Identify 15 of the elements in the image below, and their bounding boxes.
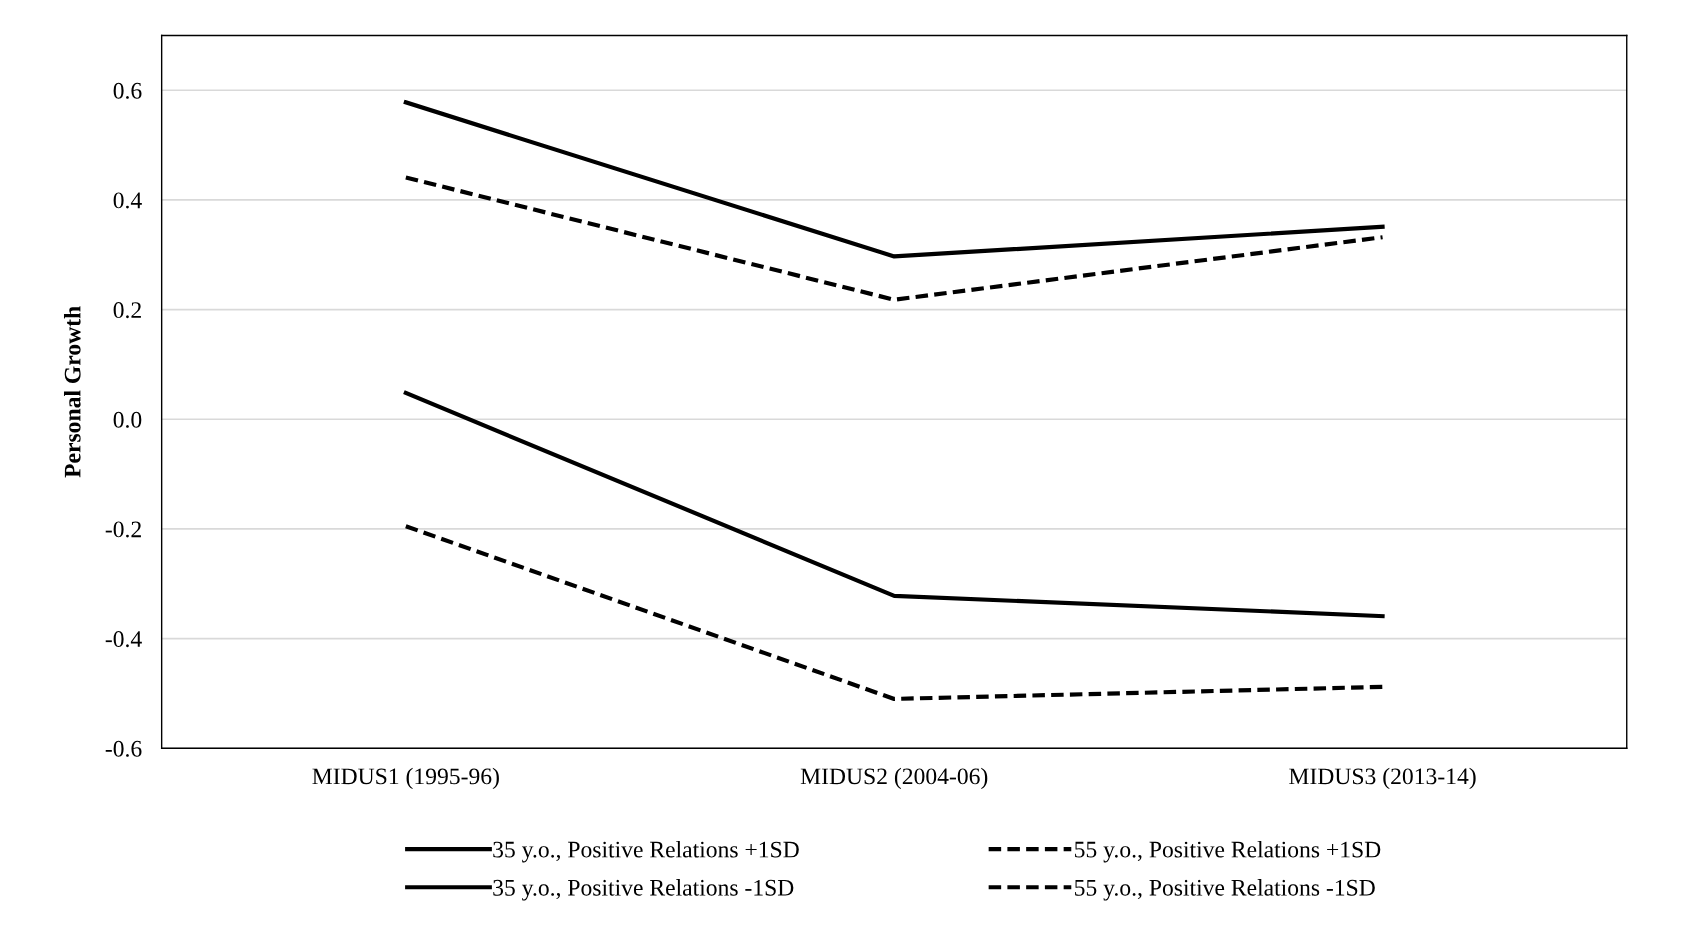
x-tick-label: MIDUS1 (1995-96): [312, 767, 499, 790]
legend-label: 55 y.o., Positive Relations +1SD: [1075, 840, 1381, 863]
x-tick-label: MIDUS3 (2013-14): [1289, 767, 1476, 790]
y-tick-label: -0.2: [105, 521, 141, 538]
y-tick-label: 0.4: [113, 192, 142, 209]
legend-label: 55 y.o., Positive Relations -1SD: [1075, 879, 1375, 901]
y-tick-label: -0.6: [105, 740, 142, 757]
y-tick-label: -0.4: [105, 631, 142, 648]
y-tick-label: 0.2: [113, 302, 141, 319]
legend-label: 35 y.o., Positive Relations +1SD: [493, 840, 799, 863]
y-tick-label: 0.0: [113, 411, 142, 428]
x-tick-label: MIDUS2 (2004-06): [800, 767, 988, 790]
legend-label: 35 y.o., Positive Relations -1SD: [493, 879, 794, 901]
y-axis-title: Personal Growth: [63, 306, 81, 478]
y-tick-label: 0.6: [113, 82, 142, 99]
